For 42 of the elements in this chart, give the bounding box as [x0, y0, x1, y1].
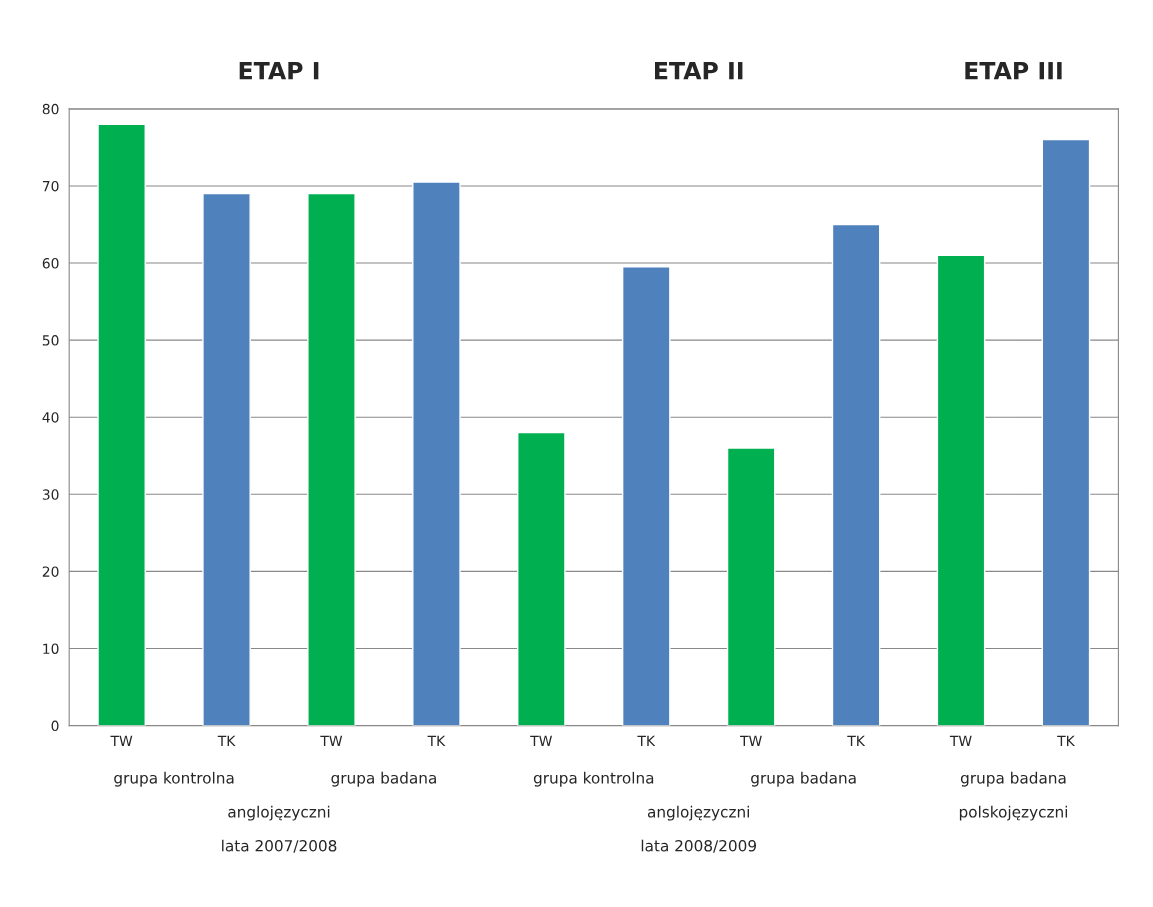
bar: [936, 254, 986, 726]
y-tick-label: 50: [42, 335, 59, 346]
bar: [202, 192, 251, 726]
bar: [726, 447, 776, 726]
x-tick-label: TK: [1057, 735, 1076, 746]
x-tick-label: TK: [637, 735, 656, 746]
bar: [517, 431, 566, 726]
y-tick-label: 80: [42, 103, 59, 115]
x-tick-label: TK: [427, 735, 446, 746]
y-tick-label: 20: [42, 566, 59, 577]
text: grupa badana: [960, 771, 1066, 787]
text: grupa badana: [331, 771, 436, 787]
y-tick-label: 30: [42, 489, 59, 500]
text: anglojęzyczni: [647, 805, 749, 821]
x-tick-label: TK: [847, 735, 866, 746]
bar: [1041, 138, 1091, 726]
x-tick-label: TW: [110, 735, 133, 746]
y-tick-label: 70: [42, 180, 59, 192]
x-tick-label: TW: [320, 735, 343, 746]
text: anglojęzyczni: [228, 805, 330, 821]
text: grupa badana: [751, 771, 856, 787]
text: polskojęzyczni: [959, 805, 1068, 821]
text: lata 2008/2009: [641, 839, 757, 853]
x-tick-label: TW: [949, 735, 972, 746]
bar: [621, 266, 671, 726]
x-tick-label: TK: [217, 735, 236, 746]
x-tick-label: TW: [530, 735, 552, 746]
y-tick-label: 60: [42, 258, 59, 269]
bar: [831, 223, 881, 726]
text: ETAP III: [965, 62, 1062, 80]
text: grupa kontrolna: [533, 771, 654, 787]
bar: [307, 192, 356, 726]
text: ETAP I: [239, 62, 319, 80]
y-tick-label: 40: [42, 412, 59, 423]
text: grupa kontrolna: [114, 771, 234, 787]
text: ETAP II: [655, 62, 743, 80]
x-tick-label: TW: [740, 735, 762, 746]
bar: [97, 123, 146, 726]
text: lata 2007/2008: [222, 839, 337, 853]
bar: [412, 181, 461, 726]
y-tick-label: 10: [43, 643, 59, 654]
y-tick-label: 0: [51, 720, 59, 732]
